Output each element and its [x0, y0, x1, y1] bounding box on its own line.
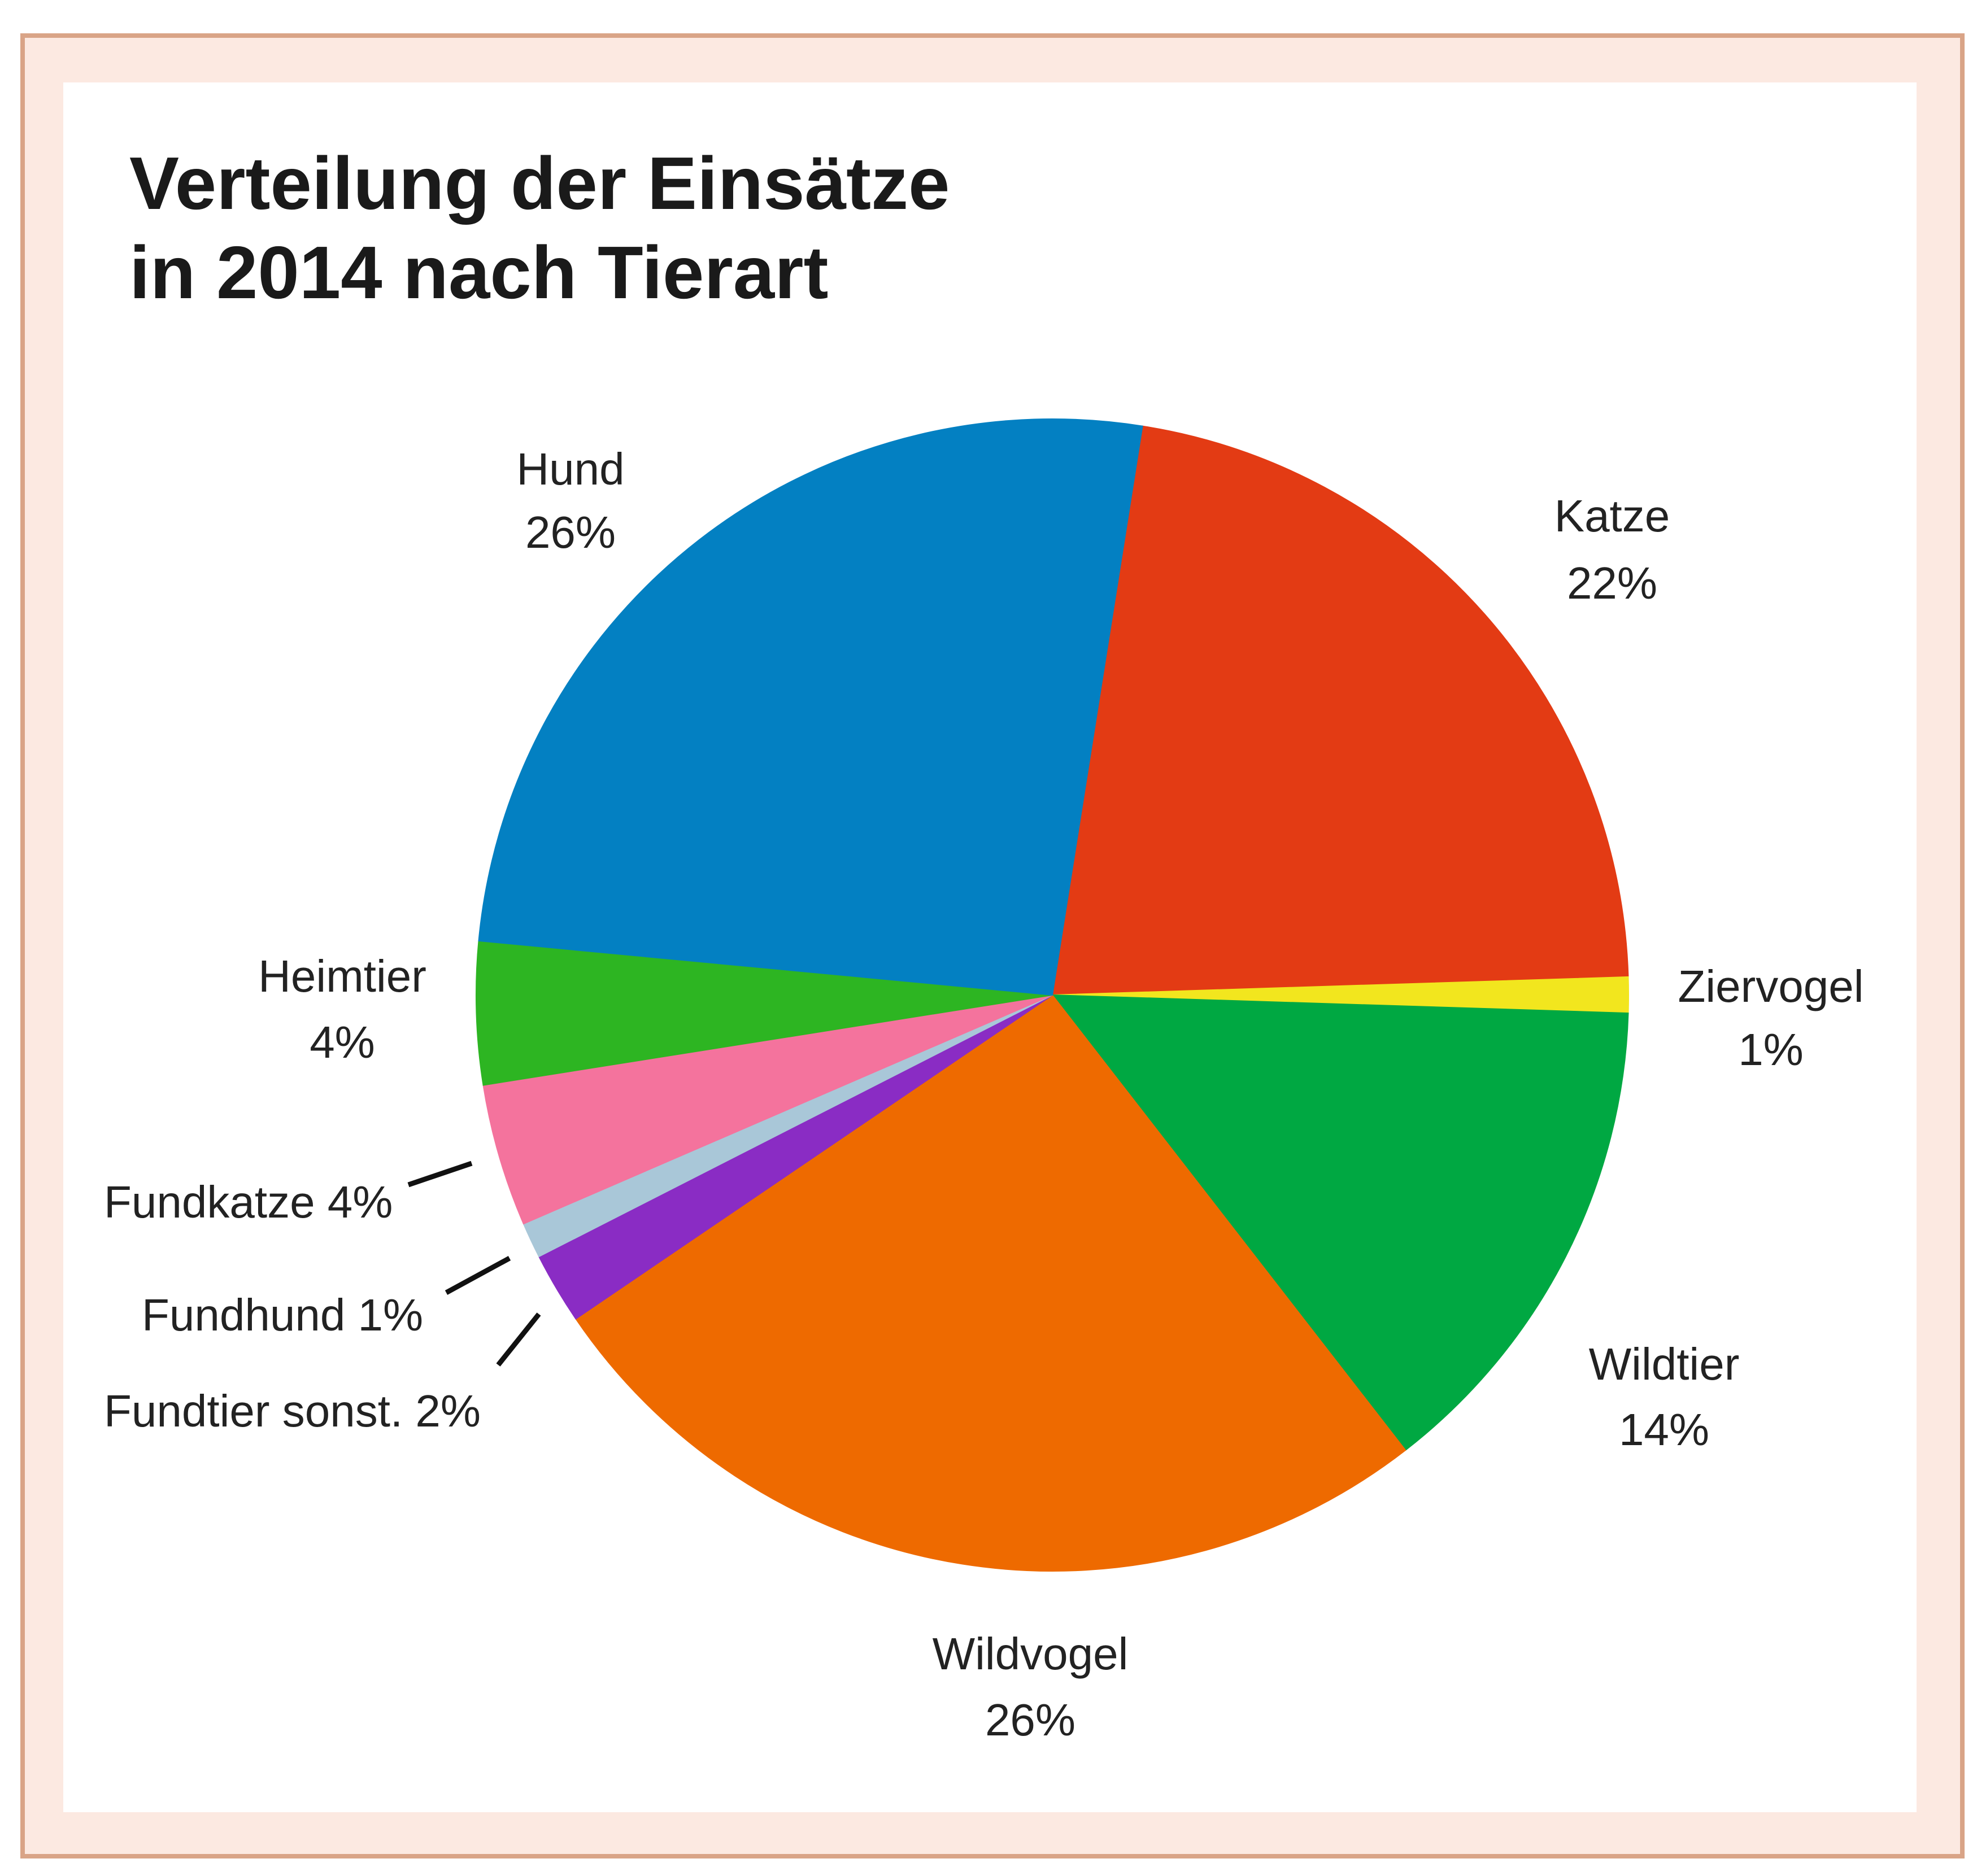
leader-line-fundkatze [407, 1160, 473, 1188]
label-value-katze: 22% [1567, 558, 1657, 608]
pie-slice-wildtier [1051, 994, 1629, 1451]
pie-slice-wildvogel [574, 994, 1406, 1572]
label-value-ziervogel: 1% [1738, 1024, 1804, 1075]
label-fundtier-sonst: Fundtier sonst. 2% [104, 1386, 481, 1436]
label-name-katze: Katze [1554, 491, 1670, 541]
pie-slices [476, 418, 1630, 1572]
label-value-hund: 26% [525, 507, 616, 557]
label-value-wildvogel: 26% [985, 1695, 1075, 1745]
pie-slice-heimtier [476, 940, 1053, 1086]
label-value-heimtier: 4% [310, 1017, 375, 1067]
label-name-heimtier: Heimtier [258, 951, 426, 1001]
leader-line-fundtier-sonst [496, 1312, 541, 1367]
slice-labels: Katze 22% Ziervogel 1% Wildtier 14% Wildvogel 2… [104, 444, 1864, 1745]
pie-slice-fundkatze [482, 994, 1053, 1225]
label-name-ziervogel: Ziervogel [1678, 961, 1863, 1011]
label-fundkatze: Fundkatze 4% [104, 1177, 393, 1227]
chart-title-line-2: in 2014 nach Tierart [129, 231, 829, 314]
label-name-hund: Hund [516, 444, 624, 494]
label-value-wildtier: 14% [1619, 1404, 1709, 1455]
leader-line-fundhund [445, 1256, 511, 1295]
chart-title-line-1: Verteilung der Einsätze [129, 142, 950, 225]
label-fundhund: Fundhund 1% [142, 1290, 423, 1340]
label-name-wildtier: Wildtier [1589, 1339, 1740, 1389]
label-name-wildvogel: Wildvogel [933, 1629, 1129, 1679]
pie-slice-hund [478, 418, 1143, 996]
pie-slice-katze [1051, 425, 1629, 996]
